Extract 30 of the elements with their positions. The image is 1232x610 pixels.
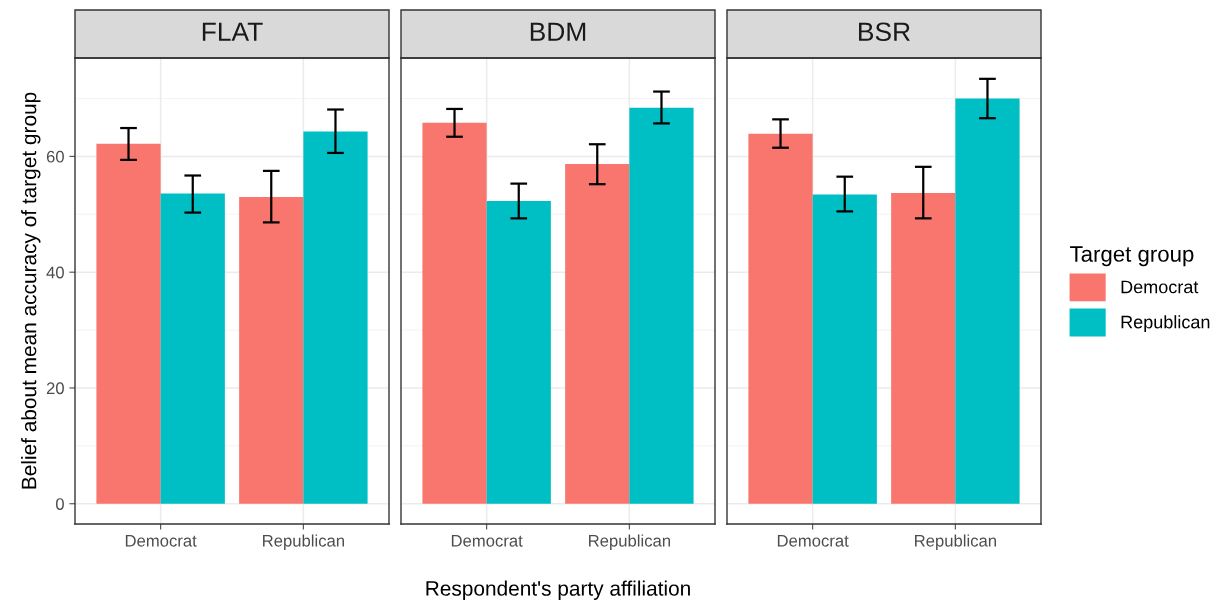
x-axis-title: Respondent's party affiliation — [426, 580, 690, 600]
legend-label: Democrat — [1121, 280, 1199, 294]
bar — [160, 193, 225, 504]
bar — [748, 133, 813, 504]
y-tick-label: 20 — [46, 382, 64, 395]
y-tick-label: 0 — [55, 498, 64, 510]
bar — [422, 122, 487, 504]
x-tick-label: Republican — [589, 534, 670, 550]
legend-title: Target group — [1070, 246, 1194, 267]
bar — [955, 98, 1020, 504]
bar — [891, 192, 956, 504]
x-tick-label: Democrat — [451, 535, 523, 547]
legend-label: Republican — [1121, 315, 1210, 333]
chart-title: BDM — [530, 22, 586, 41]
y-axis-title: Belief about mean accuracy of target group — [21, 92, 41, 489]
y-tick-label: 60 — [46, 150, 64, 163]
chart-title: FLAT — [202, 22, 263, 41]
chart-title: BSR — [859, 22, 910, 42]
x-tick-label: Republican — [915, 534, 996, 550]
bar — [303, 131, 368, 504]
x-tick-label: Democrat — [125, 535, 197, 547]
bar — [812, 194, 877, 504]
bar — [629, 107, 694, 504]
bar — [239, 196, 304, 504]
y-tick-label: 40 — [46, 266, 64, 279]
bar — [486, 200, 551, 504]
x-tick-label: Democrat — [777, 535, 849, 547]
bar — [565, 163, 630, 504]
x-tick-label: Republican — [263, 534, 344, 550]
bar — [96, 143, 161, 504]
